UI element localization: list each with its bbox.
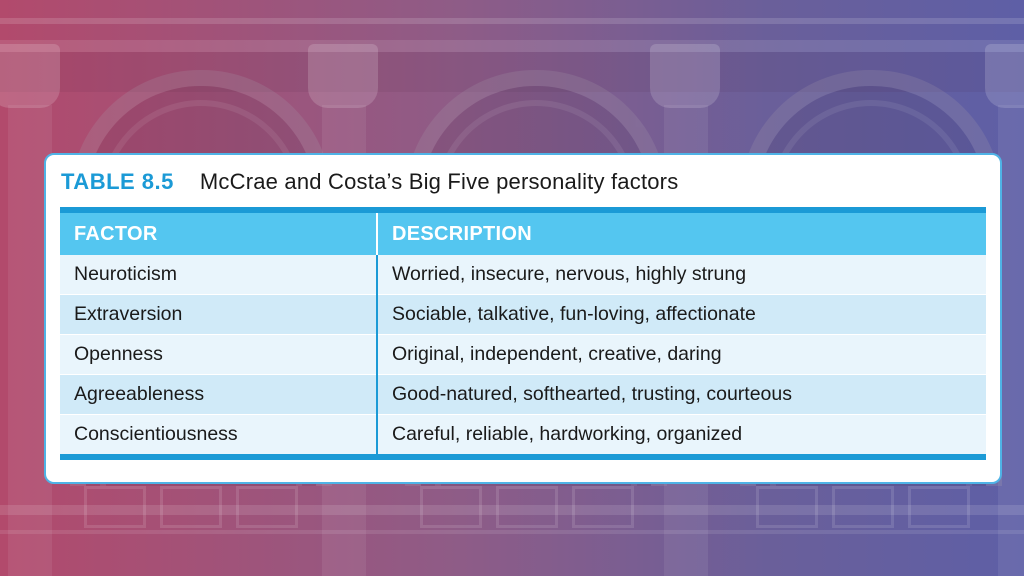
background-cornice	[0, 40, 1024, 52]
background-ledge	[0, 530, 1024, 534]
description-cell: Careful, reliable, hardworking, organize…	[377, 414, 986, 457]
background-window	[84, 486, 146, 528]
table-title: McCrae and Costa’s Big Five personality …	[199, 169, 679, 194]
description-cell: Sociable, talkative, fun-loving, affecti…	[377, 294, 986, 335]
background-window	[572, 486, 634, 528]
background-capital	[0, 44, 60, 108]
table-row: Agreeableness Good-natured, softhearted,…	[60, 374, 986, 415]
factor-cell: Neuroticism	[60, 255, 378, 295]
column-header-factor: FACTOR	[60, 210, 378, 255]
background-window	[756, 486, 818, 528]
background-capital	[308, 44, 378, 108]
background-window	[236, 486, 298, 528]
table-row: Openness Original, independent, creative…	[60, 334, 986, 375]
background-capital	[650, 44, 720, 108]
column-header-description: DESCRIPTION	[377, 210, 986, 255]
factor-cell: Extraversion	[60, 294, 378, 335]
background-window	[908, 486, 970, 528]
table-row: Conscientiousness Careful, reliable, har…	[60, 414, 986, 457]
description-cell: Original, independent, creative, daring	[377, 334, 986, 375]
factor-cell: Openness	[60, 334, 378, 375]
table-number: TABLE 8.5	[61, 169, 174, 194]
background-capital	[985, 44, 1024, 108]
table-caption: TABLE 8.5 McCrae and Costa’s Big Five pe…	[61, 169, 678, 199]
description-cell: Good-natured, softhearted, trusting, cou…	[377, 374, 986, 415]
big-five-table: FACTOR DESCRIPTION Neuroticism Worried, …	[60, 207, 986, 460]
background-pillar	[998, 105, 1024, 576]
background-window	[832, 486, 894, 528]
background-window	[496, 486, 558, 528]
table-row: Neuroticism Worried, insecure, nervous, …	[60, 255, 986, 295]
background-ledge	[0, 505, 1024, 515]
factor-cell: Agreeableness	[60, 374, 378, 415]
factor-cell: Conscientiousness	[60, 414, 378, 457]
table-card: TABLE 8.5 McCrae and Costa’s Big Five pe…	[44, 153, 1002, 484]
table-row: Extraversion Sociable, talkative, fun-lo…	[60, 294, 986, 335]
table-header-row: FACTOR DESCRIPTION	[60, 210, 986, 255]
background-window	[160, 486, 222, 528]
description-cell: Worried, insecure, nervous, highly strun…	[377, 255, 986, 295]
background-cornice	[0, 18, 1024, 24]
background-window	[420, 486, 482, 528]
